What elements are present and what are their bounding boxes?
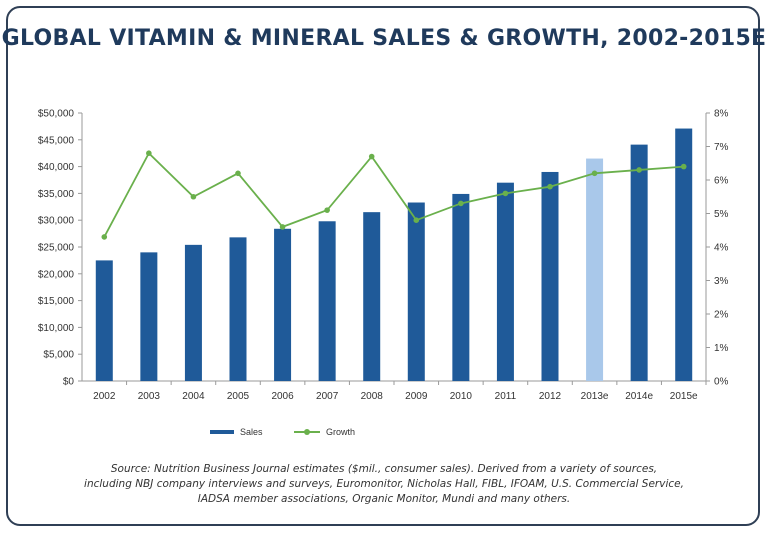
y-right-tick-label: 4% — [714, 243, 729, 254]
bar-sales — [452, 193, 470, 381]
bar-sales — [318, 221, 336, 381]
growth-line — [103, 151, 684, 238]
y-left-tick-label: $15,000 — [38, 296, 75, 307]
y-left-tick-label: $10,000 — [38, 323, 75, 334]
growth-point — [368, 153, 375, 160]
y-left-tick-label: $45,000 — [38, 135, 75, 146]
x-tick-label: 2011 — [495, 391, 517, 402]
source-line: including NBJ company interviews and sur… — [84, 478, 684, 490]
bar-sales — [140, 252, 158, 381]
x-tick-label: 2002 — [93, 391, 116, 402]
y-left-tick-label: $5,000 — [43, 350, 74, 361]
x-tick-label: 2012 — [539, 391, 562, 402]
growth-point — [146, 150, 152, 156]
growth-point — [279, 224, 286, 230]
growth-point — [591, 170, 598, 177]
legend-label-growth: Growth — [326, 427, 356, 437]
bar-sales — [184, 244, 202, 381]
growth-point — [458, 200, 464, 207]
y-right-tick-label: 6% — [714, 176, 729, 187]
y-right-tick-label: 3% — [714, 276, 729, 287]
y-left-tick-label: $25,000 — [38, 243, 75, 254]
source-note: Source: Nutrition Business Journal estim… — [70, 462, 698, 507]
y-right-tick-label: 7% — [714, 142, 729, 153]
growth-point — [502, 190, 509, 197]
x-tick-label: 2005 — [227, 391, 250, 402]
y-right-tick-label: 1% — [714, 343, 729, 354]
x-tick-label: 2003 — [138, 391, 161, 402]
x-tick-label: 2009 — [405, 391, 428, 402]
y-right-tick-label: 5% — [714, 209, 729, 220]
x-tick-label: 2004 — [182, 391, 205, 402]
x-tick-label: 2007 — [316, 391, 339, 402]
y-right-tick-label: 8% — [714, 109, 729, 120]
bar-sales — [95, 260, 113, 381]
source-line: IADSA member associations, Organic Monit… — [197, 493, 571, 505]
y-left-tick-label: $35,000 — [38, 189, 75, 200]
bar-sales — [496, 182, 514, 381]
bar-sales — [407, 202, 425, 381]
x-tick-label: 2015e — [670, 391, 698, 402]
growth-point — [547, 183, 553, 190]
legend-item-sales: Sales — [210, 427, 263, 437]
y-left-tick-label: $50,000 — [38, 109, 75, 120]
legend-swatch-growth — [294, 428, 320, 436]
y-right-tick-label: 0% — [714, 377, 729, 388]
growth-point — [324, 207, 330, 213]
y-left-tick-label: $30,000 — [38, 216, 75, 227]
x-tick-label: 2006 — [271, 391, 294, 402]
growth-point — [680, 163, 687, 170]
x-tick-label: 2010 — [450, 391, 473, 402]
bar-sales — [630, 144, 648, 381]
chart-legend: Sales Growth — [0, 427, 768, 443]
x-tick-label: 2008 — [361, 391, 384, 402]
growth-point — [636, 167, 642, 173]
bar-sales — [363, 212, 381, 381]
bar-sales — [229, 237, 247, 381]
growth-point — [235, 170, 241, 177]
y-left-tick-label: $20,000 — [38, 269, 75, 280]
y-right-tick-label: 2% — [714, 310, 729, 321]
bar-sales — [274, 228, 292, 381]
bar-sales — [586, 158, 604, 381]
y-left-tick-label: $40,000 — [38, 162, 75, 173]
bar-sales — [675, 128, 693, 381]
growth-point — [413, 217, 420, 223]
legend-item-growth: Growth — [294, 427, 355, 437]
legend-label-sales: Sales — [240, 427, 263, 437]
x-tick-label: 2014e — [625, 391, 653, 402]
growth-point — [101, 234, 108, 240]
bar-sales — [541, 171, 559, 381]
source-line: Source: Nutrition Business Journal estim… — [110, 463, 658, 475]
x-tick-label: 2013e — [581, 391, 609, 402]
y-left-tick-label: $0 — [63, 377, 75, 388]
legend-swatch-sales — [210, 430, 234, 434]
chart-title: GLOBAL VITAMIN & MINERAL SALES & GROWTH,… — [1, 26, 767, 51]
growth-point — [190, 193, 197, 200]
